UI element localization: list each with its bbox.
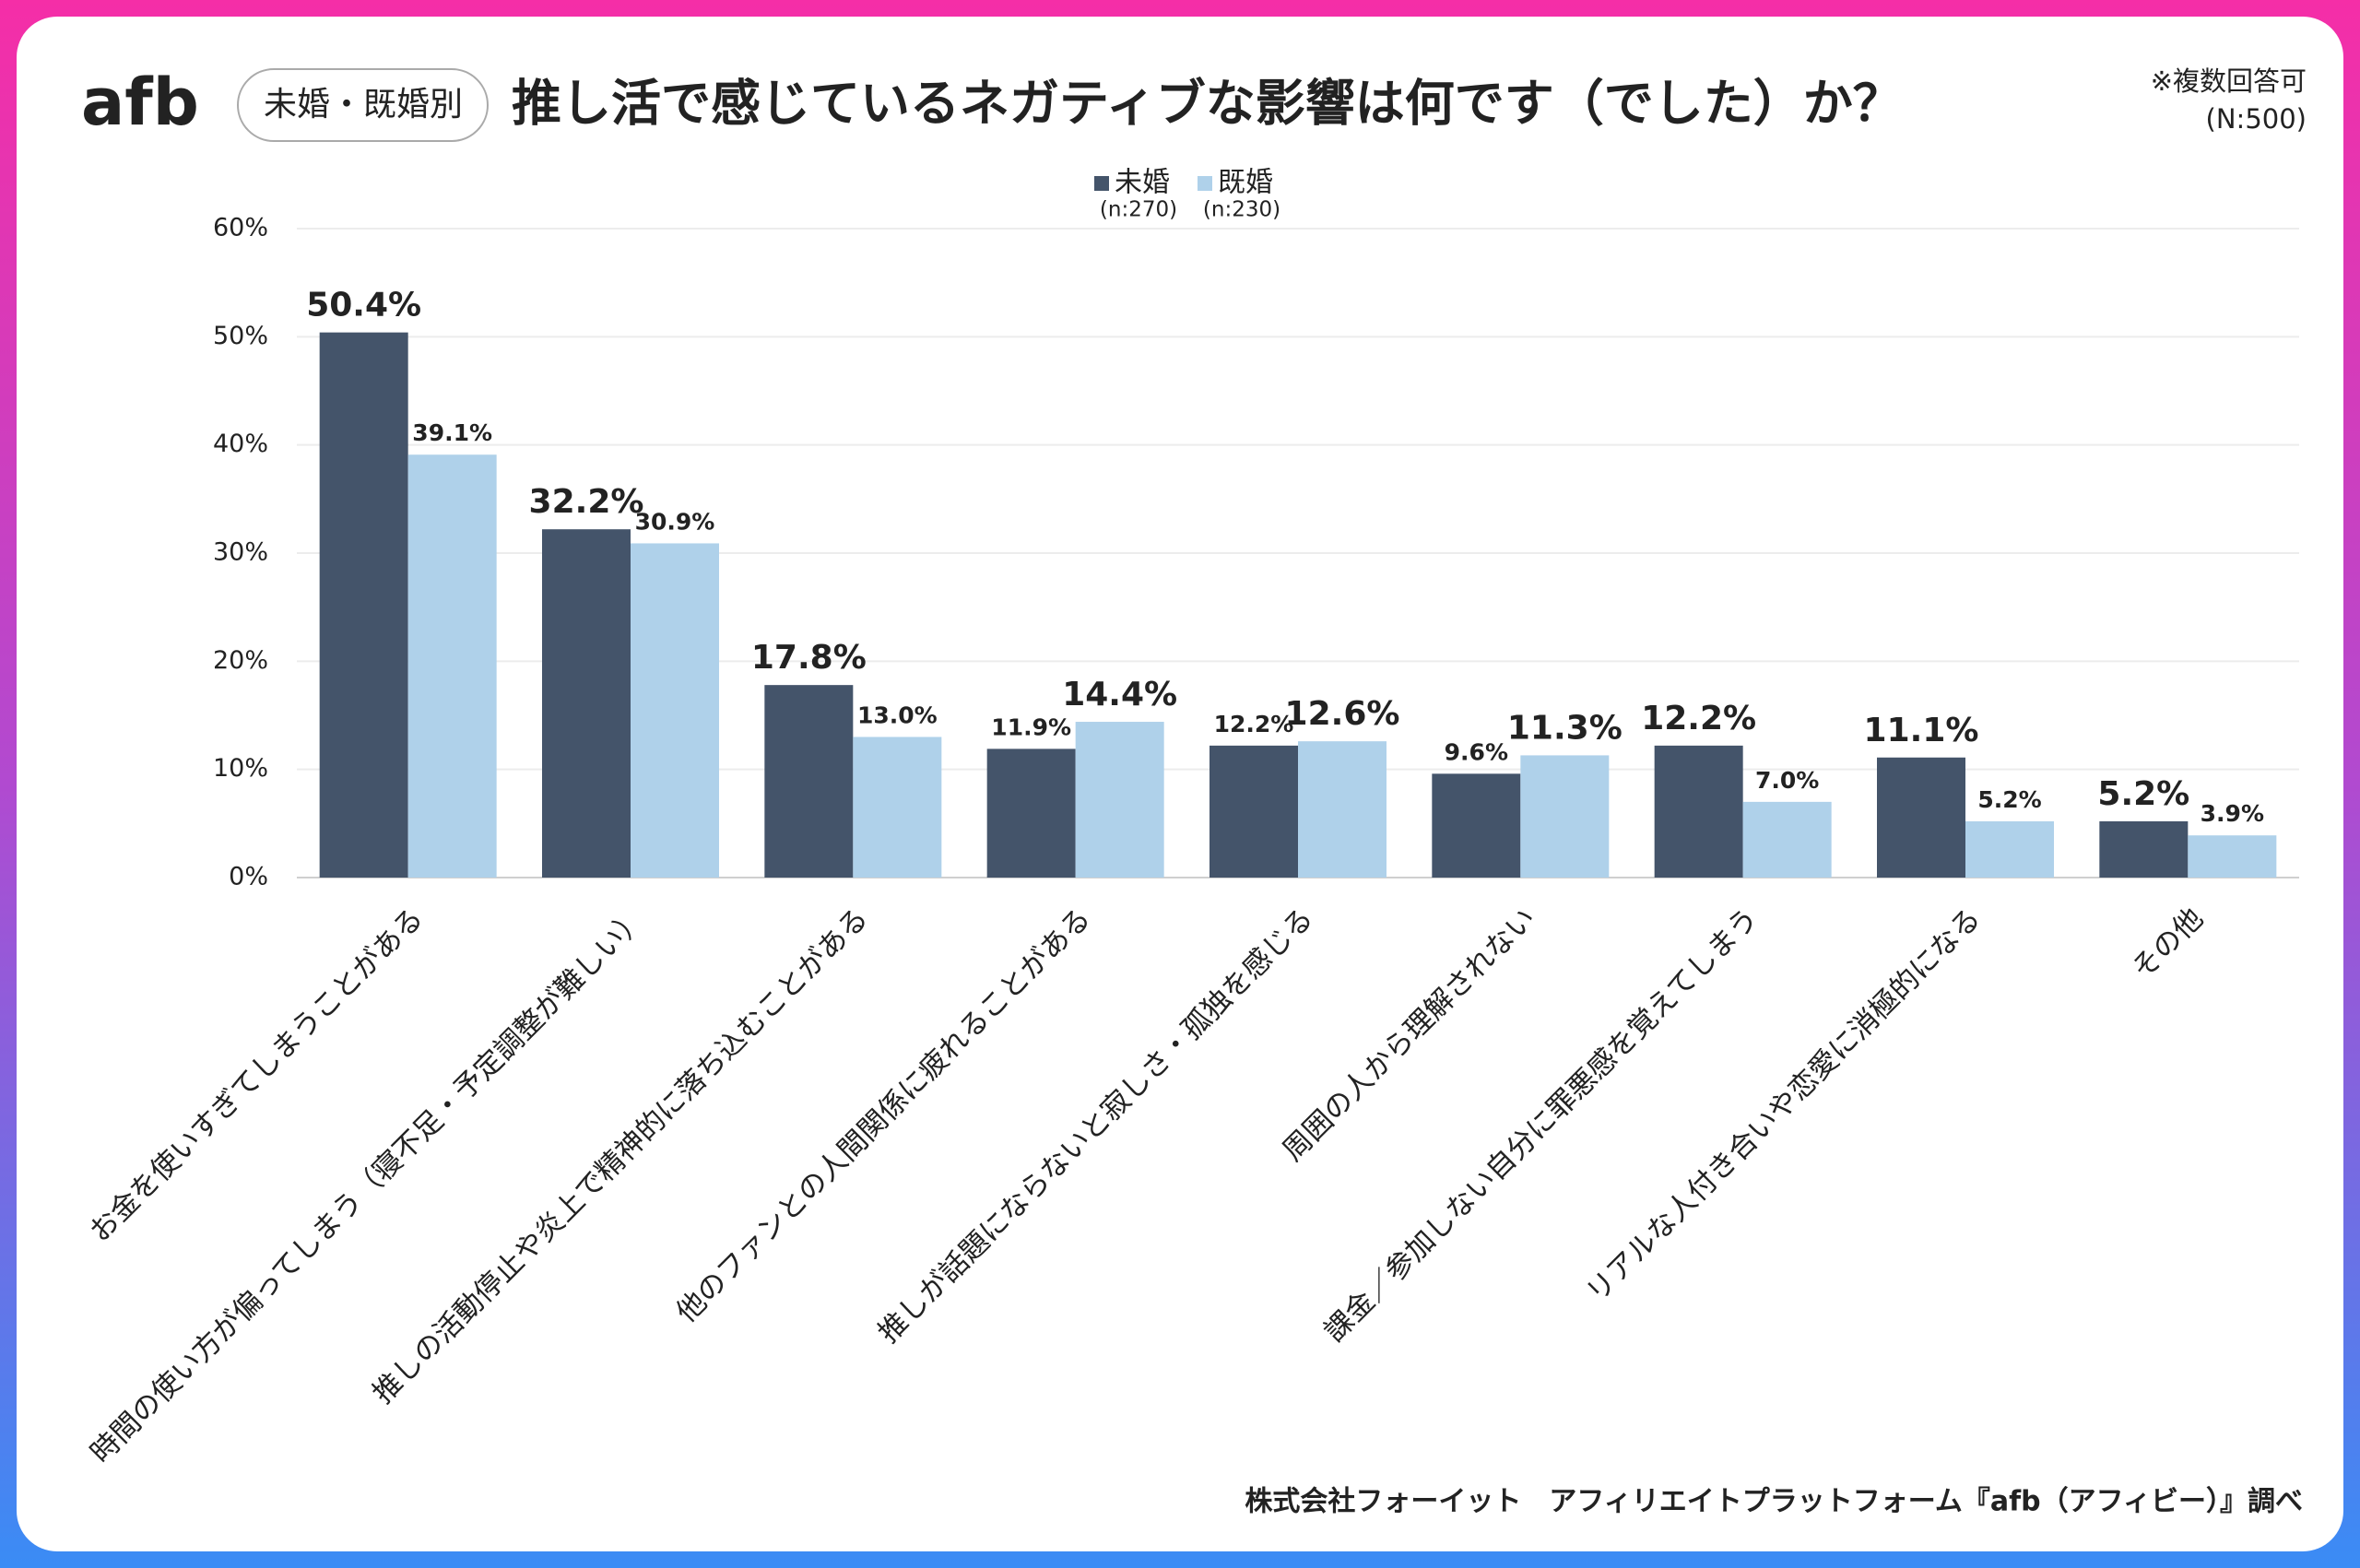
bar <box>542 529 631 878</box>
logo: afb <box>81 65 199 140</box>
value-label: 11.9% <box>991 713 1071 740</box>
value-label: 30.9% <box>635 508 715 535</box>
y-tick-label: 40% <box>213 430 268 458</box>
value-label: 5.2% <box>1977 786 2041 813</box>
value-label: 50.4% <box>306 287 421 324</box>
value-label: 11.3% <box>1507 709 1622 747</box>
bar <box>1654 745 1743 878</box>
source: 株式会社フォーイット アフィリエイトプラットフォーム『afb（アフィビー）』調べ <box>1245 1486 2303 1518</box>
bar <box>631 543 719 878</box>
value-label: 32.2% <box>529 483 644 521</box>
value-label: 3.9% <box>2201 800 2264 827</box>
legend-sample: (n:230) <box>1203 198 1280 222</box>
bar <box>1877 757 1965 878</box>
x-tick-label: リアルな人付き合いや恋愛に消極的になる <box>1580 902 1988 1309</box>
bar <box>1210 745 1298 878</box>
x-tick-label: 推しが話題にならないと寂しさ・孤独を感じる <box>872 902 1320 1350</box>
bar <box>1742 801 1832 878</box>
y-tick-label: 0% <box>229 863 268 891</box>
value-label: 5.2% <box>2097 775 2189 813</box>
bar <box>853 737 942 878</box>
chart-title: 推し活で感じているネガティブな影響は何です（でした）か？ <box>512 75 1903 133</box>
bar <box>1520 755 1610 878</box>
value-label: 17.8% <box>751 639 867 677</box>
legend-swatch <box>1198 176 1212 191</box>
bar <box>1965 820 2054 878</box>
y-tick-label: 50% <box>213 322 268 350</box>
value-label: 39.1% <box>412 419 492 446</box>
value-label: 12.6% <box>1285 695 1400 733</box>
value-label: 14.4% <box>1062 676 1177 713</box>
bar <box>1432 773 1521 878</box>
legend-sample: (n:270) <box>1100 198 1177 222</box>
x-tick-label: その他 <box>2126 902 2210 985</box>
legend-swatch <box>1094 176 1109 191</box>
bar <box>1298 741 1386 878</box>
value-label: 11.1% <box>1864 712 1979 749</box>
value-label: 12.2% <box>1214 711 1294 737</box>
value-label: 13.0% <box>857 701 938 728</box>
legend-label: 未婚 <box>1115 167 1170 199</box>
bar <box>407 454 497 878</box>
x-tick-label: 周囲の人から理解されない <box>1277 902 1542 1167</box>
x-tick-label: 他のファンとの人間関係に疲れることがある <box>670 902 1098 1329</box>
badge: 未婚・既婚別 <box>264 86 463 124</box>
y-tick-label: 30% <box>213 538 268 567</box>
y-tick-label: 10% <box>213 754 268 783</box>
bar <box>2099 820 2189 878</box>
bar <box>2188 835 2277 878</box>
legend-label: 既婚 <box>1218 167 1273 199</box>
badge-box <box>237 68 489 142</box>
value-label: 9.6% <box>1445 738 1508 765</box>
value-label: 7.0% <box>1755 767 1819 794</box>
x-tick-label: 推しの活動停止や炎上で精神的に落ち込むことがある <box>366 902 875 1410</box>
total-n: (N:500) <box>2206 103 2307 135</box>
bar <box>319 332 408 878</box>
y-tick-label: 60% <box>213 214 268 242</box>
y-tick-label: 20% <box>213 646 268 675</box>
value-label: 12.2% <box>1641 700 1756 737</box>
bar <box>1075 722 1164 878</box>
bar <box>764 685 854 878</box>
bar <box>986 749 1076 878</box>
x-tick-label: 課金／参加しない自分に罪悪感を覚えてしまう <box>1318 902 1765 1349</box>
note: ※複数回答可 <box>2151 65 2307 97</box>
